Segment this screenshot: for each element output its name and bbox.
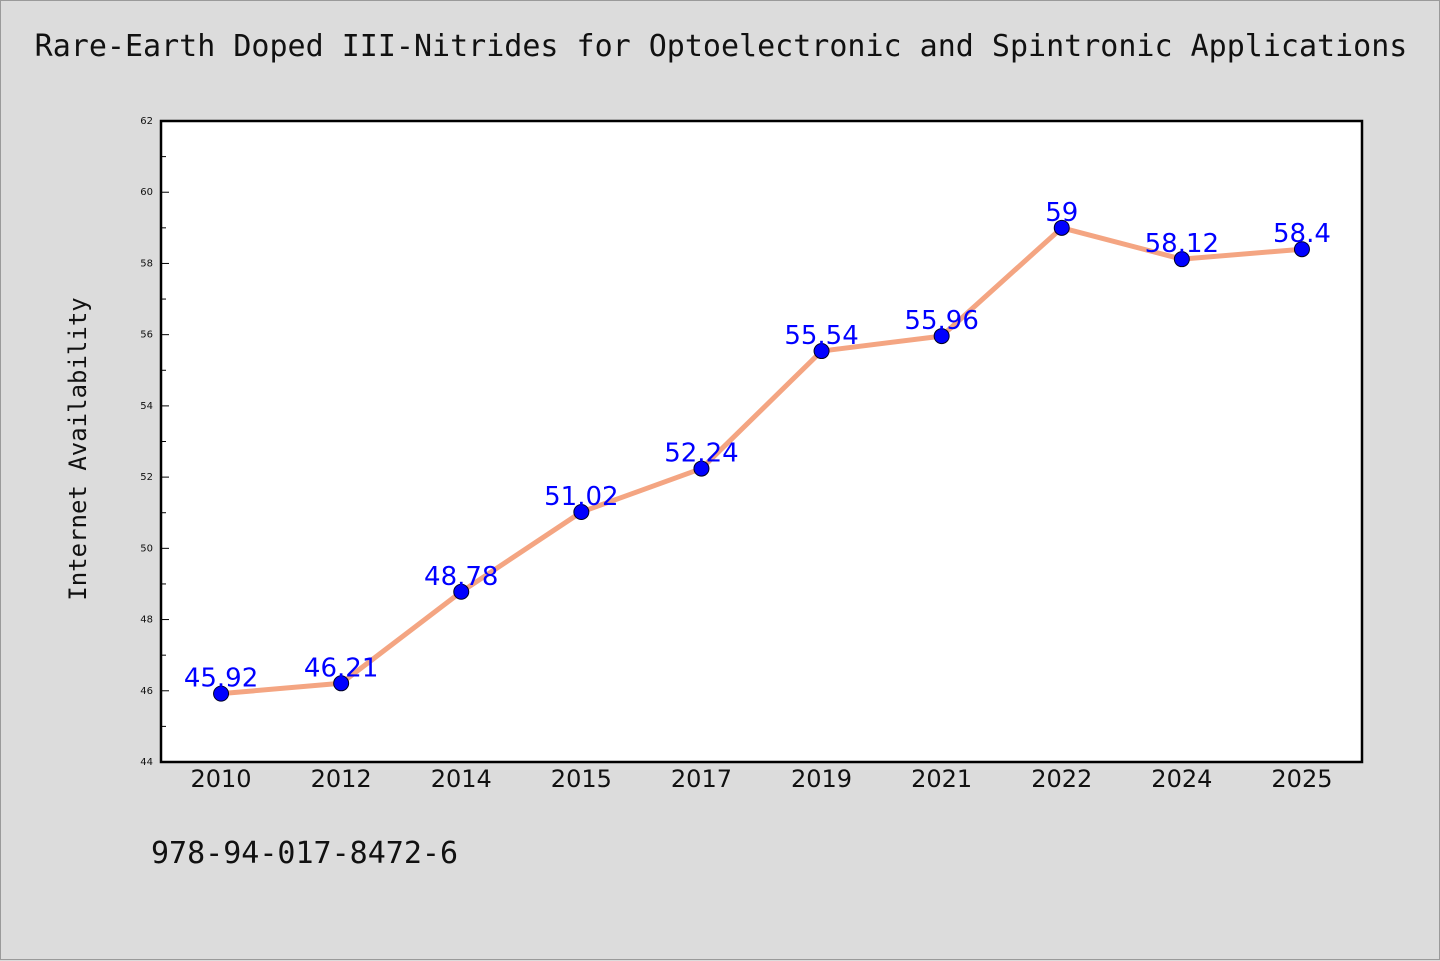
y-tick-label: 58: [140, 258, 153, 269]
x-tick-label: 2010: [191, 765, 252, 793]
data-point: [813, 343, 830, 360]
data-label: 51.02: [544, 482, 618, 512]
y-tick-label: 46: [140, 686, 153, 697]
y-tick-label: 60: [140, 187, 153, 198]
x-tick-label: 2022: [1031, 765, 1092, 793]
x-tick-label: 2021: [911, 765, 972, 793]
isbn-text: 978-94-017-8472-6: [151, 836, 459, 871]
data-point: [453, 583, 470, 600]
y-tick-label: 54: [140, 401, 153, 412]
x-tick-label: 2024: [1151, 765, 1212, 793]
y-tick-label: 44: [140, 757, 153, 768]
data-point: [933, 328, 950, 345]
data-point: [1173, 251, 1190, 268]
data-label: 58.12: [1145, 229, 1219, 259]
data-point: [213, 685, 230, 702]
y-tick-label: 56: [140, 330, 153, 341]
data-label: 55.96: [904, 306, 978, 336]
y-tick-label: 48: [140, 615, 153, 626]
data-label: 58.4: [1273, 219, 1331, 249]
data-label: 55.54: [784, 321, 858, 351]
data-label: 52.24: [664, 439, 738, 469]
x-tick-label: 2012: [311, 765, 372, 793]
x-tick-label: 2014: [431, 765, 492, 793]
plot-area: [159, 119, 1364, 764]
data-point: [333, 675, 350, 692]
y-tick-label: 52: [140, 472, 153, 483]
data-point: [693, 460, 710, 477]
x-tick-label: 2025: [1271, 765, 1332, 793]
x-tick-label: 2019: [791, 765, 852, 793]
x-tick-label: 2017: [671, 765, 732, 793]
data-point: [1053, 219, 1070, 236]
series-line: [218, 225, 1305, 697]
y-tick-label: 50: [140, 543, 153, 554]
data-label: 45.92: [184, 664, 258, 694]
data-point: [573, 504, 590, 521]
data-label: 59: [1045, 198, 1078, 228]
data-point: [1293, 241, 1310, 258]
data-label: 46.21: [304, 653, 378, 683]
data-label: 48.78: [424, 562, 498, 592]
y-tick-label: 62: [140, 116, 153, 127]
x-tick-label: 2015: [551, 765, 612, 793]
chart-title: Rare-Earth Doped III-Nitrides for Optoel…: [34, 29, 1408, 64]
